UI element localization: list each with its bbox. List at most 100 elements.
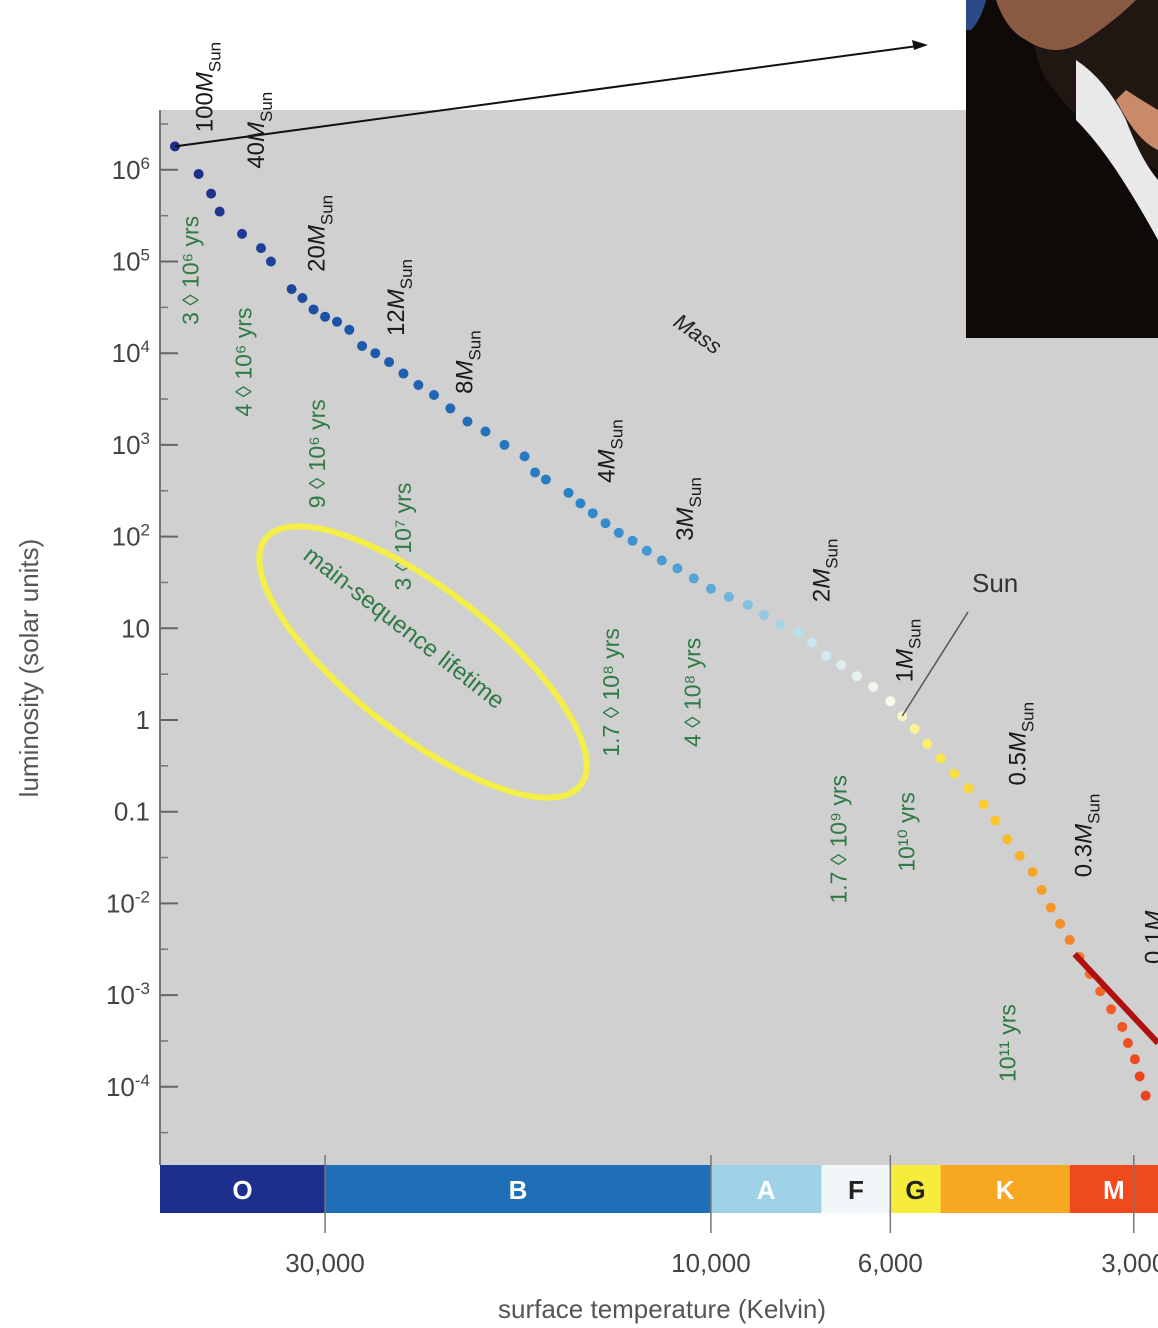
star-point (1036, 885, 1047, 896)
star-point (519, 451, 530, 462)
pointer-arrow-head (912, 40, 928, 50)
y-tick-label: 10-4 (106, 1071, 150, 1102)
star-point (949, 768, 960, 779)
low-mass-track-line (1072, 952, 1158, 1046)
spectral-band-o (160, 1165, 326, 1213)
star-point (237, 228, 248, 239)
star-point (384, 357, 395, 368)
star-point (1027, 866, 1038, 877)
y-tick-label: 106 (112, 154, 150, 185)
star-point (286, 284, 297, 295)
lifetime-label: 1.7 ◊ 10⁹ yrs (825, 775, 851, 904)
y-tick-label: 105 (112, 246, 150, 277)
star-point (1117, 1021, 1128, 1032)
spectral-band-k (940, 1165, 1070, 1213)
y-tick-label: 10-2 (106, 887, 150, 918)
star-point (821, 650, 832, 661)
star-point (627, 535, 638, 546)
x-tick-label: 30,000 (285, 1248, 365, 1278)
star-point (1014, 850, 1025, 861)
star-point (1140, 1090, 1151, 1101)
star-point (758, 609, 769, 620)
lifetime-label: 1.7 ◊ 10⁸ yrs (598, 628, 624, 756)
star-point (587, 508, 598, 519)
star-point (885, 696, 896, 707)
lifetime-label: 4 ◊ 10⁶ yrs (230, 308, 256, 417)
mass-label: 0.1MSun (1141, 880, 1158, 964)
mass-label: 40MSun (243, 92, 276, 169)
star-point (909, 723, 920, 734)
star-point (641, 545, 652, 556)
mass-label: 0.5MSun (1004, 702, 1037, 786)
spectral-band-f (821, 1165, 891, 1213)
star-point (1129, 1054, 1140, 1065)
star-point (1122, 1038, 1133, 1049)
y-tick-label: 10 (121, 613, 150, 643)
highlight-ellipse (256, 523, 590, 801)
pointer-arrow-line (174, 44, 926, 148)
mass-label: 12MSun (383, 259, 416, 336)
star-point (600, 518, 611, 529)
star-point (193, 168, 204, 179)
star-point (429, 390, 440, 401)
star-point (320, 311, 331, 322)
star-point (990, 815, 1001, 826)
star-point (480, 426, 491, 437)
lifetime-label: 3 ◊ 10⁷ yrs (390, 483, 416, 591)
main-sequence-points (169, 141, 1158, 1101)
star-point (344, 324, 355, 335)
star-point (672, 563, 683, 574)
spectral-class-label: B (509, 1175, 528, 1205)
star-point (1055, 918, 1066, 929)
x-axis-label: surface temperature (Kelvin) (498, 1294, 826, 1324)
spectral-class-label: O (232, 1175, 252, 1205)
mass-label: 0.3MSun (1071, 794, 1104, 878)
portrait-image (966, 0, 1158, 338)
star-point (897, 711, 908, 722)
y-tick-label: 104 (112, 337, 150, 368)
star-point (265, 256, 276, 267)
star-point (705, 583, 716, 594)
y-tick-label: 10-3 (106, 979, 150, 1010)
star-point (656, 555, 667, 566)
star-point (1002, 834, 1013, 845)
spectral-class-label: K (996, 1175, 1015, 1205)
star-point (1095, 986, 1106, 997)
star-point (851, 671, 862, 682)
star-point (1134, 1071, 1145, 1082)
star-point (214, 206, 225, 217)
star-point (868, 681, 879, 692)
star-point (806, 637, 817, 648)
spectral-band-g (890, 1165, 941, 1213)
star-point (775, 619, 786, 630)
spectral-band-a (710, 1165, 822, 1213)
star-point (1106, 1004, 1117, 1015)
y-tick-label: 0.1 (114, 797, 150, 827)
x-tick-label: 3,000 (1101, 1248, 1158, 1278)
spectral-class-label: M (1103, 1175, 1125, 1205)
annotations: 100MSun 40MSun 20MSun 12MSun 8MSun 4MSun 3MSun… (174, 40, 1158, 1082)
star-point (530, 467, 541, 478)
star-point (935, 753, 946, 764)
star-point (499, 439, 510, 450)
star-point (308, 304, 319, 315)
star-point (1064, 934, 1075, 945)
y-tick-label: 102 (112, 521, 150, 552)
x-tick-label: 6,000 (858, 1248, 923, 1278)
star-point (922, 738, 933, 749)
star-point (357, 340, 368, 351)
lifetime-label: 9 ◊ 10⁶ yrs (304, 399, 330, 508)
star-point (723, 591, 734, 602)
y-tick-label: 1 (136, 705, 150, 735)
photo-inset (966, 0, 1158, 338)
star-point (370, 348, 381, 359)
spectral-class-label: A (757, 1175, 776, 1205)
star-point (540, 474, 551, 485)
star-point (256, 243, 267, 254)
star-point (1045, 902, 1056, 913)
star-point (206, 188, 217, 199)
star-point (413, 380, 424, 391)
y-tick-label: 103 (112, 429, 150, 460)
